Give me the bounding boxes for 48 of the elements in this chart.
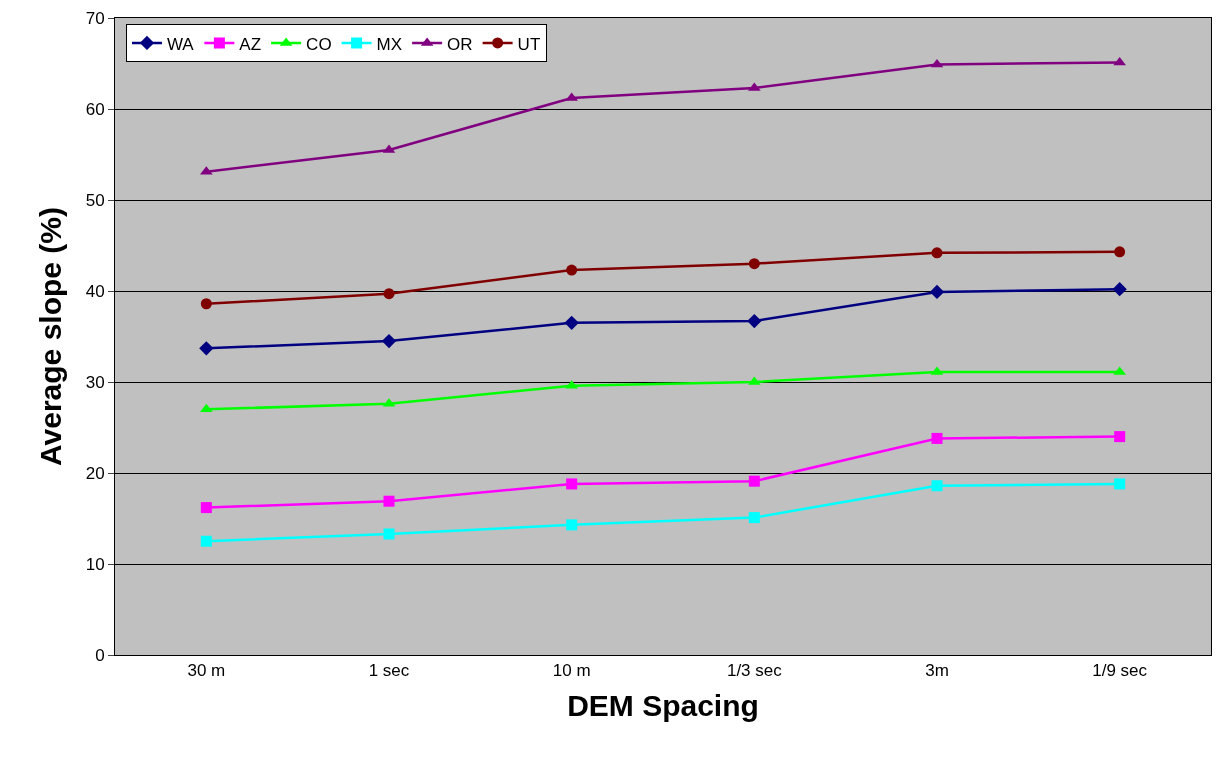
point — [931, 247, 943, 259]
point — [564, 315, 579, 330]
point — [200, 502, 212, 514]
point — [1114, 478, 1126, 490]
point — [930, 58, 944, 68]
legend-label: WA — [166, 34, 195, 54]
legend-label: AZ — [239, 34, 262, 54]
point — [383, 288, 395, 300]
y-tick-label: 20 — [85, 463, 105, 483]
point — [199, 403, 213, 413]
y-tick-label: 40 — [85, 281, 105, 301]
point — [200, 535, 212, 547]
x-tick-label: 1/9 sec — [1092, 661, 1148, 681]
x-tick-label: 1 sec — [368, 661, 410, 681]
y-tick-label: 60 — [85, 99, 105, 119]
point — [747, 313, 762, 329]
y-tick-label: 0 — [95, 645, 105, 665]
point — [931, 432, 943, 444]
point — [381, 333, 397, 349]
x-tick-label: 10 m — [552, 661, 591, 681]
point — [748, 475, 760, 487]
point — [1114, 246, 1126, 258]
x-tick-label: 3m — [925, 661, 949, 681]
point — [199, 341, 214, 356]
point — [566, 478, 578, 490]
y-axis-title: Average slope (%) — [33, 207, 67, 466]
legend-label: MX — [376, 34, 403, 54]
point — [383, 495, 395, 507]
legend-label: CO — [306, 34, 332, 54]
point — [931, 480, 943, 492]
x-axis-title: DEM Spacing — [567, 688, 759, 722]
point — [383, 528, 395, 540]
point — [200, 298, 212, 310]
point — [748, 258, 760, 270]
legend-label: OR — [447, 34, 473, 54]
point — [1112, 282, 1127, 297]
y-tick-label: 30 — [85, 372, 105, 392]
point — [929, 284, 945, 300]
point — [1114, 431, 1126, 443]
y-tick-label: 50 — [85, 190, 105, 210]
point — [748, 512, 760, 524]
x-tick-label: 30 m — [187, 661, 226, 681]
x-tick-label: 1/3 sec — [726, 661, 783, 681]
y-tick-label: 70 — [85, 8, 105, 28]
point — [566, 264, 578, 276]
point — [566, 519, 578, 531]
y-tick-label: 10 — [85, 554, 105, 574]
legend-label: UT — [517, 34, 541, 54]
